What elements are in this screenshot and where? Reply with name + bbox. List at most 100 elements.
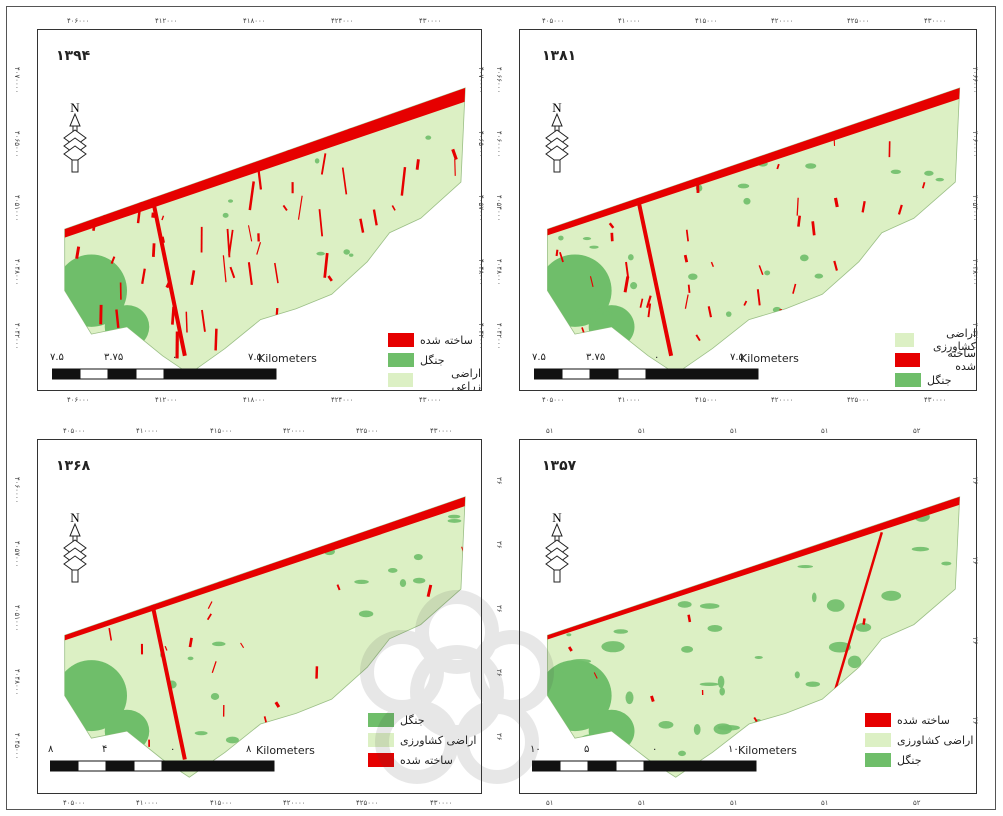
scale-tick-label: ۸ — [48, 744, 54, 755]
coordinate-tick-label: ۴۰۵۱۰۰۰ — [13, 605, 21, 632]
coordinate-tick-label: ۴۱۲۰۰۰ — [155, 17, 178, 25]
coordinate-tick-label: ۳۶ — [495, 605, 503, 613]
legend-swatch — [368, 713, 394, 727]
coordinate-tick-label: ۴۰۵۷۰۰۰ — [477, 195, 485, 222]
legend-item: جنگل — [865, 750, 973, 770]
coordinate-tick-label: ۴۲۵۰۰۰ — [847, 396, 870, 404]
coordinate-tick-label: ۴۱۸۰۰۰ — [243, 396, 266, 404]
legend: ساخته شده اراضی کشاورزی جنگل — [865, 710, 973, 770]
legend-swatch — [388, 373, 414, 387]
legend-swatch — [895, 373, 921, 387]
coordinate-tick-label: ۵۲ — [913, 427, 921, 435]
coordinate-tick-label: ۵۱ — [638, 799, 646, 807]
legend-item: اراضی کشاورزی — [895, 327, 976, 353]
map-panel-1357: ۱۳۵۷ N ساخته شده اراضی کشاورزی جنگل ۱۰ ۵ ۰ ۱۰… — [519, 439, 977, 794]
year-label: ۱۳۸۱ — [542, 48, 577, 64]
legend: ساخته شده جنگل اراضی زراعی — [388, 330, 481, 390]
coordinate-tick-label: ۴۱۵۰۰۰ — [695, 396, 718, 404]
coordinate-tick-label: ۴۰۵۴۰۰۰ — [971, 195, 979, 222]
coordinate-tick-label: ۴۰۴۸۰۰۰ — [971, 259, 979, 286]
watermark-logo — [360, 590, 554, 784]
north-arrow-icon: N — [60, 100, 90, 175]
coordinate-tick-label: ۴۳۰۰۰۰ — [924, 17, 947, 25]
scale-tick-label: ۷.۵ — [532, 352, 546, 363]
map-panel-1368: ۱۳۶۸ N جنگل اراضی کشاورزی ساخته شده ۸ ۴ ۰ ۸ Ki… — [37, 439, 482, 794]
legend-item: ساخته شده — [895, 347, 976, 373]
coordinate-tick-label: ۴۱۰۰۰۰ — [618, 17, 641, 25]
legend-swatch — [865, 733, 891, 747]
legend-item: ساخته شده — [865, 710, 973, 730]
svg-text:N: N — [70, 510, 80, 525]
coordinate-tick-label: ۳۶ — [495, 477, 503, 485]
coordinate-tick-label: ۴۲۰۰۰۰ — [283, 427, 306, 435]
scale-tick-label: ۰ — [170, 744, 176, 755]
coordinate-tick-label: ۴۰۴۲۰۰۰ — [971, 323, 979, 350]
map-1381 — [547, 87, 961, 375]
coordinate-tick-label: ۴۰۴۵۰۰۰ — [13, 733, 21, 760]
coordinate-tick-label: ۳۶ — [495, 541, 503, 549]
scale-tick-label: ۴ — [102, 744, 108, 755]
legend-label: جنگل — [420, 353, 445, 367]
scale-tick-label: ۸ — [246, 744, 252, 755]
north-arrow-icon: N — [542, 100, 572, 175]
coordinate-tick-label: ۴۳۰۰۰۰ — [419, 17, 442, 25]
legend-label: جنگل — [897, 753, 922, 767]
coordinate-tick-label: ۴۲۰۰۰۰ — [771, 396, 794, 404]
coordinate-tick-label: ۴۰۵۱۰۰۰ — [13, 195, 21, 222]
coordinate-tick-label: ۴۲۵۰۰۰ — [356, 799, 379, 807]
legend-item: جنگل — [895, 370, 976, 390]
coordinate-tick-label: ۴۰۷۰۰۰۰ — [13, 67, 21, 94]
coordinate-tick-label: ۴۰۴۲۰۰۰ — [495, 323, 503, 350]
coordinate-tick-label: ۴۱۰۰۰۰ — [618, 396, 641, 404]
figure-frame: ۱۳۹۴ N ساخته شده جنگل اراضی زراعی ۷.۵ ۳.۷۵ ۰… — [6, 6, 996, 810]
svg-text:N: N — [552, 100, 562, 115]
map-1357 — [547, 496, 961, 778]
coordinate-tick-label: ۴۰۴۸۰۰۰ — [495, 259, 503, 286]
legend-item: ساخته شده — [368, 750, 476, 770]
legend-label: اراضی کشاورزی — [897, 733, 974, 747]
coordinate-tick-label: ۴۲۴۰۰۰ — [331, 396, 354, 404]
scale-unit-label: Kilometers — [256, 744, 315, 757]
coordinate-tick-label: ۳۶ — [971, 477, 979, 485]
coordinate-tick-label: ۴۳۰۰۰۰ — [924, 396, 947, 404]
scale-tick-label: ۱۰ — [728, 744, 739, 755]
legend-item: ساخته شده — [388, 330, 481, 350]
coordinate-tick-label: ۴۰۵۰۰۰ — [63, 427, 86, 435]
coordinate-tick-label: ۴۰۶۰۰۰۰ — [495, 131, 503, 158]
legend: اراضی کشاورزی ساخته شده جنگل — [895, 327, 976, 390]
scale-unit-label: Kilometers — [258, 352, 317, 365]
scale-tick-label: ۰ — [172, 352, 178, 363]
coordinate-tick-label: ۴۱۸۰۰۰ — [243, 17, 266, 25]
coordinate-tick-label: ۴۰۶۰۰۰۰ — [13, 477, 21, 504]
coordinate-tick-label: ۴۲۵۰۰۰ — [847, 17, 870, 25]
coordinate-tick-label: ۵۱ — [730, 799, 738, 807]
legend-swatch — [895, 353, 920, 367]
coordinate-tick-label: ۴۰۵۰۰۰ — [63, 799, 86, 807]
north-arrow-icon: N — [60, 510, 90, 585]
legend-swatch — [865, 753, 891, 767]
year-label: ۱۳۹۴ — [56, 48, 91, 64]
coordinate-tick-label: ۴۰۵۴۰۰۰ — [495, 195, 503, 222]
north-arrow-icon: N — [542, 510, 572, 585]
scale-tick-label: ۷.۵ — [248, 352, 262, 363]
coordinate-tick-label: ۳۶ — [495, 669, 503, 677]
map-1368 — [64, 496, 466, 778]
coordinate-tick-label: ۵۱ — [821, 799, 829, 807]
scale-tick-label: ۰ — [654, 352, 660, 363]
legend-label: ساخته شده — [897, 713, 950, 727]
scale-tick-label: ۷.۵ — [730, 352, 744, 363]
coordinate-tick-label: ۴۰۴۸۰۰۰ — [477, 259, 485, 286]
coordinate-tick-label: ۴۱۲۰۰۰ — [155, 396, 178, 404]
map-panel-1394: ۱۳۹۴ N ساخته شده جنگل اراضی زراعی ۷.۵ ۳.۷۵ ۰… — [37, 29, 482, 391]
svg-text:N: N — [552, 510, 562, 525]
coordinate-tick-label: ۴۲۵۰۰۰ — [356, 427, 379, 435]
legend-label: ساخته شده — [400, 753, 453, 767]
coordinate-tick-label: ۵۱ — [638, 427, 646, 435]
coordinate-tick-label: ۴۱۵۰۰۰ — [210, 427, 233, 435]
coordinate-tick-label: ۴۰۶۵۰۰۰ — [13, 131, 21, 158]
coordinate-tick-label: ۴۳۰۰۰۰ — [419, 396, 442, 404]
coordinate-tick-label: ۵۱ — [546, 799, 554, 807]
coordinate-tick-label: ۴۰۶۶۰۰۰ — [495, 67, 503, 94]
legend-label: ساخته شده — [947, 347, 976, 373]
coordinate-tick-label: ۳۶ — [495, 733, 503, 741]
